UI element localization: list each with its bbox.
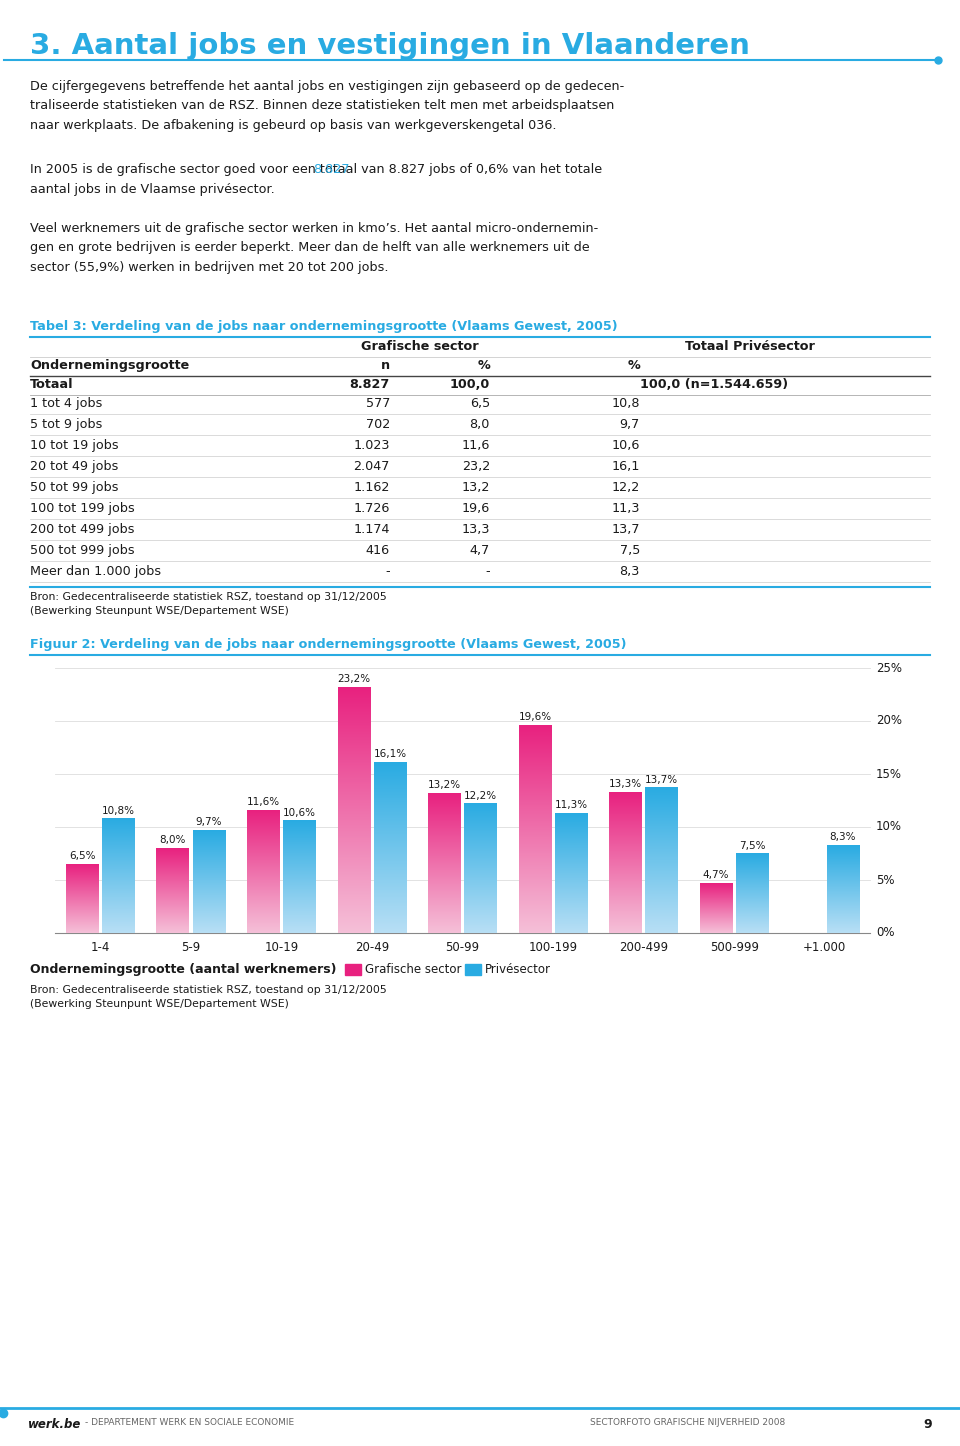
Text: 4,7%: 4,7% <box>703 870 730 881</box>
Text: n: n <box>381 359 390 372</box>
Text: 100-199: 100-199 <box>529 941 578 954</box>
Text: 10,8%: 10,8% <box>102 805 135 816</box>
Text: %: % <box>627 359 640 372</box>
Text: 13,7%: 13,7% <box>645 775 679 785</box>
Text: Ondernemingsgrootte (aantal werknemers): Ondernemingsgrootte (aantal werknemers) <box>30 963 337 976</box>
Text: Meer dan 1.000 jobs: Meer dan 1.000 jobs <box>30 565 161 578</box>
Text: -: - <box>486 565 490 578</box>
Text: 20-49: 20-49 <box>355 941 389 954</box>
Text: 1.174: 1.174 <box>353 523 390 536</box>
Text: 9,7%: 9,7% <box>196 817 222 827</box>
Text: 12,2%: 12,2% <box>464 791 497 801</box>
Text: Bron: Gedecentraliseerde statistiek RSZ, toestand op 31/12/2005
(Bewerking Steun: Bron: Gedecentraliseerde statistiek RSZ,… <box>30 985 387 1009</box>
Text: 23,2%: 23,2% <box>337 674 371 684</box>
Text: Figuur 2: Verdeling van de jobs naar ondernemingsgrootte (Vlaams Gewest, 2005): Figuur 2: Verdeling van de jobs naar ond… <box>30 638 627 651</box>
Text: 10,6: 10,6 <box>612 440 640 453</box>
Text: 6,5: 6,5 <box>469 398 490 411</box>
Text: 100,0 (n=1.544.659): 100,0 (n=1.544.659) <box>640 377 788 390</box>
Text: 5-9: 5-9 <box>181 941 201 954</box>
Text: 1-4: 1-4 <box>90 941 110 954</box>
Text: 1.023: 1.023 <box>353 440 390 453</box>
Text: 500 tot 999 jobs: 500 tot 999 jobs <box>30 544 134 557</box>
Text: 1 tot 4 jobs: 1 tot 4 jobs <box>30 398 103 411</box>
Bar <box>345 964 361 975</box>
Text: 11,6%: 11,6% <box>247 797 280 807</box>
Text: 19,6%: 19,6% <box>518 713 551 722</box>
Text: 4,7: 4,7 <box>469 544 490 557</box>
Text: 1.162: 1.162 <box>353 482 390 495</box>
Text: Totaal: Totaal <box>30 377 74 390</box>
Text: 50-99: 50-99 <box>445 941 480 954</box>
Text: 13,3%: 13,3% <box>609 779 642 790</box>
Text: -: - <box>385 565 390 578</box>
Text: 19,6: 19,6 <box>462 502 490 515</box>
Text: 500-999: 500-999 <box>709 941 758 954</box>
Text: 10,8: 10,8 <box>612 398 640 411</box>
Text: 11,3%: 11,3% <box>555 800 588 810</box>
Text: 9,7: 9,7 <box>620 418 640 431</box>
Text: 20%: 20% <box>876 714 902 727</box>
Text: 100 tot 199 jobs: 100 tot 199 jobs <box>30 502 134 515</box>
Text: Grafische sector: Grafische sector <box>361 340 479 353</box>
Text: In 2005 is de grafische sector goed voor een totaal van 8.827 jobs of 0,6% van h: In 2005 is de grafische sector goed voor… <box>30 163 602 195</box>
Text: 16,1%: 16,1% <box>373 749 407 759</box>
Text: 50 tot 99 jobs: 50 tot 99 jobs <box>30 482 118 495</box>
Text: 8,3: 8,3 <box>619 565 640 578</box>
Text: Veel werknemers uit de grafische sector werken in kmo’s. Het aantal micro-ondern: Veel werknemers uit de grafische sector … <box>30 223 598 273</box>
Text: 13,3: 13,3 <box>462 523 490 536</box>
Text: 8,0%: 8,0% <box>159 836 186 846</box>
Text: 11,6: 11,6 <box>462 440 490 453</box>
Text: 1.726: 1.726 <box>353 502 390 515</box>
Text: 8,0: 8,0 <box>469 418 490 431</box>
Text: Ondernemingsgrootte: Ondernemingsgrootte <box>30 359 189 372</box>
Text: SECTORFOTO GRAFISCHE NIJVERHEID 2008: SECTORFOTO GRAFISCHE NIJVERHEID 2008 <box>590 1419 785 1427</box>
Text: 10%: 10% <box>876 820 902 833</box>
Text: - DEPARTEMENT WERK EN SOCIALE ECONOMIE: - DEPARTEMENT WERK EN SOCIALE ECONOMIE <box>85 1419 294 1427</box>
Text: 10-19: 10-19 <box>264 941 299 954</box>
Text: 11,3: 11,3 <box>612 502 640 515</box>
Text: 100,0: 100,0 <box>449 377 490 390</box>
Text: 8.827: 8.827 <box>349 377 390 390</box>
Text: 15%: 15% <box>876 768 902 781</box>
Text: Totaal Privésector: Totaal Privésector <box>685 340 815 353</box>
Text: 8,3%: 8,3% <box>829 831 856 842</box>
Text: 23,2: 23,2 <box>462 460 490 473</box>
Text: 5 tot 9 jobs: 5 tot 9 jobs <box>30 418 103 431</box>
Text: 16,1: 16,1 <box>612 460 640 473</box>
Text: 200 tot 499 jobs: 200 tot 499 jobs <box>30 523 134 536</box>
Text: +1.000: +1.000 <box>804 941 847 954</box>
Text: 20 tot 49 jobs: 20 tot 49 jobs <box>30 460 118 473</box>
Text: 702: 702 <box>366 418 390 431</box>
Text: 10 tot 19 jobs: 10 tot 19 jobs <box>30 440 119 453</box>
Text: Privésector: Privésector <box>485 963 551 976</box>
Text: 416: 416 <box>366 544 390 557</box>
Text: werk.be: werk.be <box>28 1419 82 1432</box>
Text: 577: 577 <box>366 398 390 411</box>
Text: 13,2%: 13,2% <box>428 779 461 790</box>
Text: Grafische sector: Grafische sector <box>365 963 462 976</box>
Text: Tabel 3: Verdeling van de jobs naar ondernemingsgrootte (Vlaams Gewest, 2005): Tabel 3: Verdeling van de jobs naar onde… <box>30 320 617 333</box>
Text: 13,2: 13,2 <box>462 482 490 495</box>
Text: 5%: 5% <box>876 873 895 886</box>
Text: 12,2: 12,2 <box>612 482 640 495</box>
Text: 10,6%: 10,6% <box>283 808 316 817</box>
Text: 3. Aantal jobs en vestigingen in Vlaanderen: 3. Aantal jobs en vestigingen in Vlaande… <box>30 32 750 59</box>
Text: 7,5: 7,5 <box>619 544 640 557</box>
Text: 6,5%: 6,5% <box>69 852 95 862</box>
Text: 200-499: 200-499 <box>619 941 668 954</box>
Text: 9: 9 <box>924 1419 932 1432</box>
Text: 7,5%: 7,5% <box>739 840 765 850</box>
Text: De cijfergegevens betreffende het aantal jobs en vestigingen zijn gebaseerd op d: De cijfergegevens betreffende het aantal… <box>30 80 624 132</box>
Bar <box>465 964 481 975</box>
Text: 13,7: 13,7 <box>612 523 640 536</box>
Text: 2.047: 2.047 <box>353 460 390 473</box>
Text: 0%: 0% <box>876 927 895 940</box>
Text: Bron: Gedecentraliseerde statistiek RSZ, toestand op 31/12/2005
(Bewerking Steun: Bron: Gedecentraliseerde statistiek RSZ,… <box>30 591 387 616</box>
Text: 25%: 25% <box>876 661 902 674</box>
Text: 8.827: 8.827 <box>313 163 349 176</box>
Text: %: % <box>477 359 490 372</box>
